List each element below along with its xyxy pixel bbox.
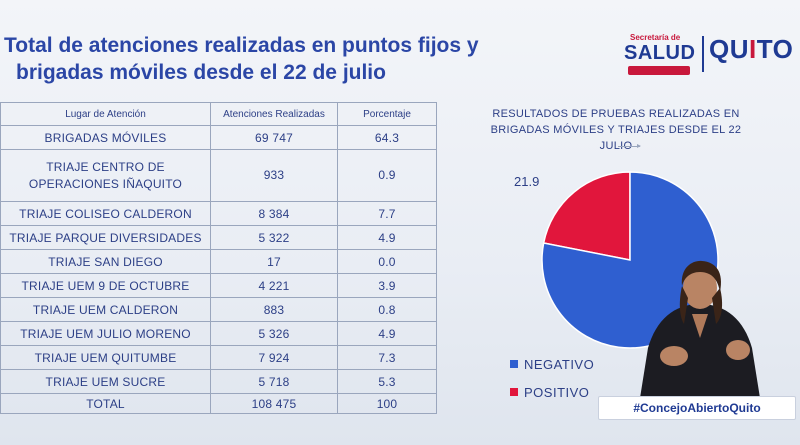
table-cell-place: TRIAJE UEM CALDERON — [0, 297, 211, 322]
table-row: TRIAJE SAN DIEGO 17 0.0 — [0, 249, 437, 274]
table-header-percent: Porcentaje — [337, 102, 437, 126]
pie-data-label: 21.9 — [514, 174, 540, 189]
arrow-decoration — [618, 144, 641, 148]
table-cell-place: TRIAJE CENTRO DE OPERACIONES IÑAQUITO — [0, 149, 211, 202]
table-header-count: Atenciones Realizadas — [210, 102, 338, 126]
results-pie-chart — [541, 171, 719, 349]
table-cell-place: TRIAJE UEM JULIO MORENO — [0, 321, 211, 346]
table-row: TRIAJE UEM SUCRE 5 718 5.3 — [0, 369, 437, 394]
pie-slice-positivo — [542, 171, 631, 261]
table-cell-place: TRIAJE UEM 9 DE OCTUBRE — [0, 273, 211, 298]
table-cell-place: TOTAL — [0, 393, 211, 414]
table-cell-count: 5 718 — [210, 369, 338, 394]
institution-logos: Secretaría de SALUD QUITO — [618, 28, 796, 80]
table-cell-count: 108 475 — [210, 393, 338, 414]
table-row: TRIAJE COLISEO CALDERON 8 384 7.7 — [0, 201, 437, 226]
table-cell-place: TRIAJE COLISEO CALDERON — [0, 201, 211, 226]
table-cell-percent: 0.9 — [337, 149, 437, 202]
quito-logo-part-2: I — [749, 34, 757, 64]
legend-swatch-negative — [510, 360, 518, 368]
legend-item-positive: POSITIVO — [510, 378, 594, 406]
table-cell-place: TRIAJE UEM QUITUMBE — [0, 345, 211, 370]
hashtag-banner: #ConcejoAbiertoQuito — [598, 396, 796, 420]
table-row: BRIGADAS MÓVILES 69 747 64.3 — [0, 125, 437, 150]
table-row: TRIAJE PARQUE DIVERSIDADES 5 322 4.9 — [0, 225, 437, 250]
legend-swatch-positive — [510, 388, 518, 396]
table-cell-percent: 5.3 — [337, 369, 437, 394]
chart-title: RESULTADOS DE PRUEBAS REALIZADAS EN BRIG… — [490, 108, 742, 152]
salud-logo-subtitle: Secretaría de — [630, 33, 681, 42]
legend-label-negative: NEGATIVO — [524, 356, 595, 372]
legend-item-negative: NEGATIVO — [510, 350, 594, 378]
sign-language-interpreter — [640, 260, 760, 398]
table-cell-count: 883 — [210, 297, 338, 322]
table-row: TRIAJE CENTRO DE OPERACIONES IÑAQUITO 93… — [0, 149, 437, 202]
quito-logo-part-3: TO — [756, 34, 794, 64]
legend-label-positive: POSITIVO — [524, 384, 590, 400]
table-cell-percent: 7.7 — [337, 201, 437, 226]
table-cell-count: 933 — [210, 149, 338, 202]
table-cell-place: BRIGADAS MÓVILES — [0, 125, 211, 150]
chart-legend: NEGATIVO POSITIVO — [510, 350, 594, 406]
slide-title-line-2: brigadas móviles desde el 22 de julio — [16, 61, 386, 84]
table-row: TRIAJE UEM QUITUMBE 7 924 7.3 — [0, 345, 437, 370]
table-cell-percent: 4.9 — [337, 225, 437, 250]
table-cell-count: 17 — [210, 249, 338, 274]
table-total-row: TOTAL 108 475 100 — [0, 393, 437, 414]
logo-divider — [702, 36, 704, 72]
table-cell-count: 5 326 — [210, 321, 338, 346]
slide-title: Total de atenciones realizadas en puntos… — [4, 32, 564, 86]
quito-logo-part-1: QU — [709, 34, 749, 64]
table-cell-percent: 7.3 — [337, 345, 437, 370]
table-cell-percent: 3.9 — [337, 273, 437, 298]
table-cell-percent: 64.3 — [337, 125, 437, 150]
quito-logo-word: QUITO — [709, 34, 793, 65]
table-cell-place: TRIAJE SAN DIEGO — [0, 249, 211, 274]
slide-title-line-1: Total de atenciones realizadas en puntos… — [4, 34, 479, 57]
table-cell-place: TRIAJE UEM SUCRE — [0, 369, 211, 394]
table-cell-percent: 0.0 — [337, 249, 437, 274]
table-cell-count: 69 747 — [210, 125, 338, 150]
salud-logo-word: SALUD — [624, 42, 696, 64]
table-cell-count: 5 322 — [210, 225, 338, 250]
table-row: TRIAJE UEM CALDERON 883 0.8 — [0, 297, 437, 322]
table-row: TRIAJE UEM 9 DE OCTUBRE 4 221 3.9 — [0, 273, 437, 298]
table-cell-percent: 0.8 — [337, 297, 437, 322]
table-cell-place: TRIAJE PARQUE DIVERSIDADES — [0, 225, 211, 250]
table-row: TRIAJE UEM JULIO MORENO 5 326 4.9 — [0, 321, 437, 346]
table-cell-percent: 4.9 — [337, 321, 437, 346]
table-cell-count: 4 221 — [210, 273, 338, 298]
table-cell-percent: 100 — [337, 393, 437, 414]
salud-logo-bar — [628, 66, 690, 75]
table-header-place: Lugar de Atención — [0, 102, 211, 126]
attentions-table: Lugar de Atención Atenciones Realizadas … — [0, 102, 437, 414]
table-cell-count: 7 924 — [210, 345, 338, 370]
table-cell-count: 8 384 — [210, 201, 338, 226]
